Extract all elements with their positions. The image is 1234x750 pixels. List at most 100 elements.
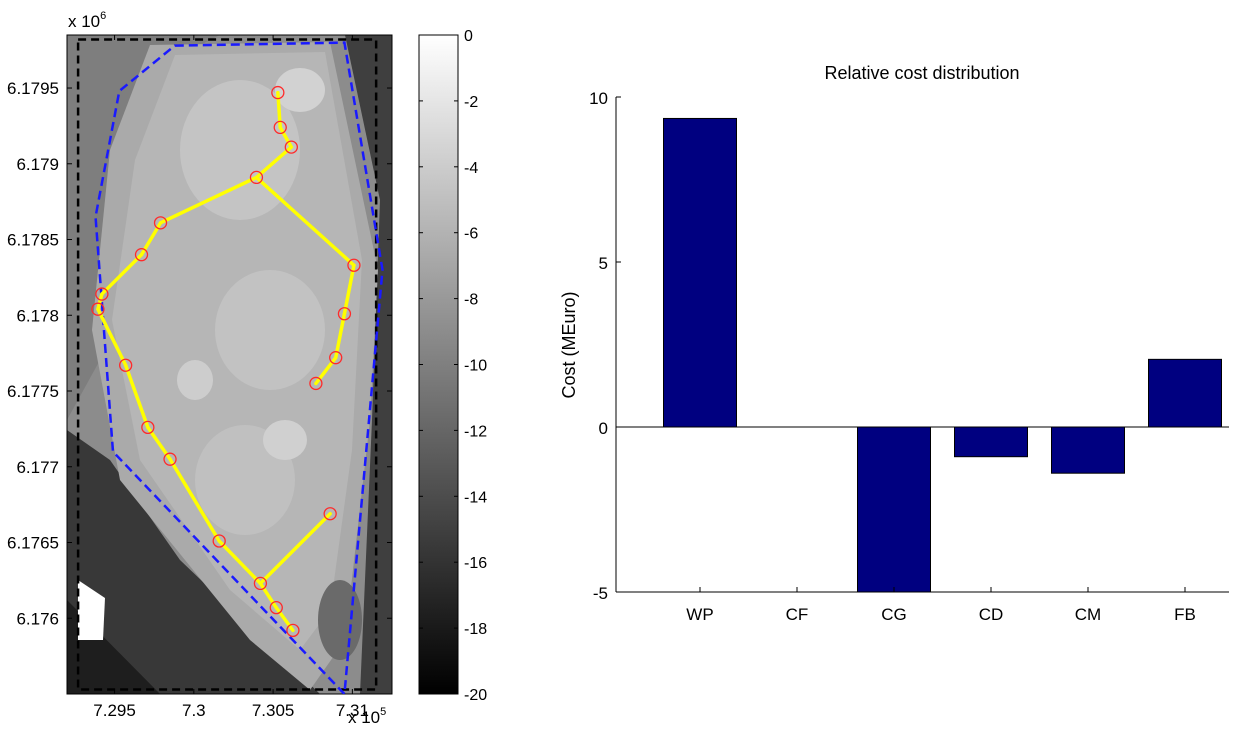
colorbar-ticks: 0 -2 -4 -6 -8 -10 -12 -14 -16 -18 -20 (419, 28, 487, 704)
turbine-marker (309, 376, 323, 391)
colorbar-tick-label: -16 (464, 555, 487, 572)
turbine-marker (271, 85, 285, 100)
map-y-tick-label: 6.179 (16, 155, 59, 174)
bar-x-tick-label: CD (979, 605, 1004, 624)
turbine-marker (273, 120, 287, 135)
depth-shoal-4 (275, 68, 325, 112)
bar-y-ticks: -5 0 5 10 (589, 89, 621, 603)
colorbar-tick-label: -14 (464, 489, 487, 506)
map-x-ticks: 7.295 7.3 7.305 7.31 (93, 35, 369, 720)
colorbar-tick-label: -12 (464, 423, 487, 440)
lease-boundary-polygon (94, 41, 384, 694)
colorbar-tick-label: -20 (464, 687, 487, 704)
turbine-marker (153, 216, 168, 230)
bar-cg (857, 426, 931, 592)
turbine-marker (269, 600, 283, 615)
bar-y-tick-label: 0 (599, 419, 608, 438)
cable-segment (274, 605, 295, 633)
map-y-ticks: 6.176 6.1765 6.177 6.1775 6.178 6.1785 6.179 6.… (7, 79, 392, 628)
colorbar-tick-label: 0 (464, 28, 473, 45)
cable-segment (123, 363, 150, 430)
cable-segment (96, 292, 104, 311)
map-y-tick-label: 6.1775 (7, 382, 59, 401)
bar-x-tick-label: WP (686, 605, 713, 624)
map-y-tick-label: 6.1785 (7, 231, 59, 250)
turbine-marker (286, 623, 300, 638)
colorbar-tick-label: -4 (464, 160, 478, 177)
map-x-tick-label: 7.3 (182, 701, 206, 720)
turbine-marker (347, 258, 361, 272)
bar-chart-panel: Relative cost distribution Cost (MEuro) … (559, 63, 1229, 624)
bar-y-tick-label: 5 (599, 254, 608, 273)
turbine-marker (163, 452, 177, 466)
site-boundary-box (76, 38, 378, 691)
turbine-marker (284, 140, 298, 154)
map-x-tick-label: 7.295 (93, 701, 136, 720)
colorbar-tick-label: -10 (464, 358, 487, 375)
bar-cm (1051, 426, 1125, 474)
depth-shoal-6 (177, 360, 213, 400)
turbine-marker (323, 507, 337, 521)
depth-shoal-5 (263, 420, 307, 460)
cable-segment (168, 457, 221, 543)
map-x-tick-label: 7.305 (252, 701, 295, 720)
turbine-marker (91, 302, 105, 316)
cable-segment (100, 252, 144, 296)
bar-cd (954, 426, 1028, 458)
depth-shoal-1 (180, 80, 300, 220)
turbine-marker (253, 576, 268, 591)
map-y-tick-label: 6.178 (16, 306, 59, 325)
map-y-tick-label: 6.1765 (7, 534, 59, 553)
map-y-tick-label: 6.177 (16, 458, 59, 477)
cable-segment (96, 307, 128, 368)
bar-chart-ylabel: Cost (MEuro) (559, 291, 579, 398)
map-y-tick-label: 6.176 (16, 609, 59, 628)
turbine-marker (329, 351, 343, 365)
cable-segment (254, 175, 356, 268)
bar-fb (1148, 358, 1222, 428)
cable-segment (258, 511, 332, 586)
bar-x-tick-label: CM (1075, 605, 1101, 624)
colorbar-tick-label: -18 (464, 621, 487, 638)
turbine-markers (91, 85, 361, 638)
map-y-tick-label: 6.1795 (7, 79, 59, 98)
turbine-marker (119, 358, 133, 372)
bar-series (663, 117, 1222, 592)
colorbar-tick-label: -6 (464, 226, 478, 243)
bar-x-tick-label: CG (881, 605, 907, 624)
layout-overlays (76, 38, 384, 694)
bar-x-ticks: WP CF CG CD CM FB (686, 587, 1196, 624)
cable-segment (258, 581, 279, 610)
bar-x-tick-label: CF (786, 605, 809, 624)
turbine-marker (95, 287, 109, 301)
turbine-marker (212, 534, 226, 548)
bar-y-tick-label: -5 (593, 584, 608, 603)
depth-right-deep (345, 35, 392, 694)
turbine-marker (249, 170, 264, 185)
map-panel: 7.295 7.3 7.305 7.31 6.176 6.1765 6.177 6.1775… (7, 10, 393, 727)
cable-segment (278, 125, 294, 149)
y-exponent-label: x 106 (68, 10, 106, 31)
depth-south-deep (67, 430, 320, 694)
x-exponent-label: x 105 (348, 706, 386, 727)
cable-segment (342, 263, 356, 316)
turbine-marker (141, 420, 155, 435)
depth-trough (318, 580, 362, 660)
colorbar-scale (418, 34, 459, 695)
map-axes-box (66, 34, 393, 695)
depth-shoal-2 (215, 270, 325, 390)
turbine-marker (337, 307, 352, 321)
cable-segment (254, 145, 294, 180)
colorbar-tick-label: -8 (464, 292, 478, 309)
bathymetry-background (67, 35, 392, 694)
cable-segment (217, 539, 263, 586)
turbine-marker (134, 248, 149, 262)
cable-segment (158, 175, 259, 225)
bar-chart-title: Relative cost distribution (824, 63, 1019, 83)
colorbar-tick-label: -2 (464, 94, 478, 111)
bar-wp (663, 117, 737, 428)
bar-y-tick-label: 10 (589, 89, 608, 108)
bar-x-tick-label: FB (1174, 605, 1196, 624)
colorbar: 0 -2 -4 -6 -8 -10 -12 -14 -16 -18 -20 (418, 28, 487, 704)
